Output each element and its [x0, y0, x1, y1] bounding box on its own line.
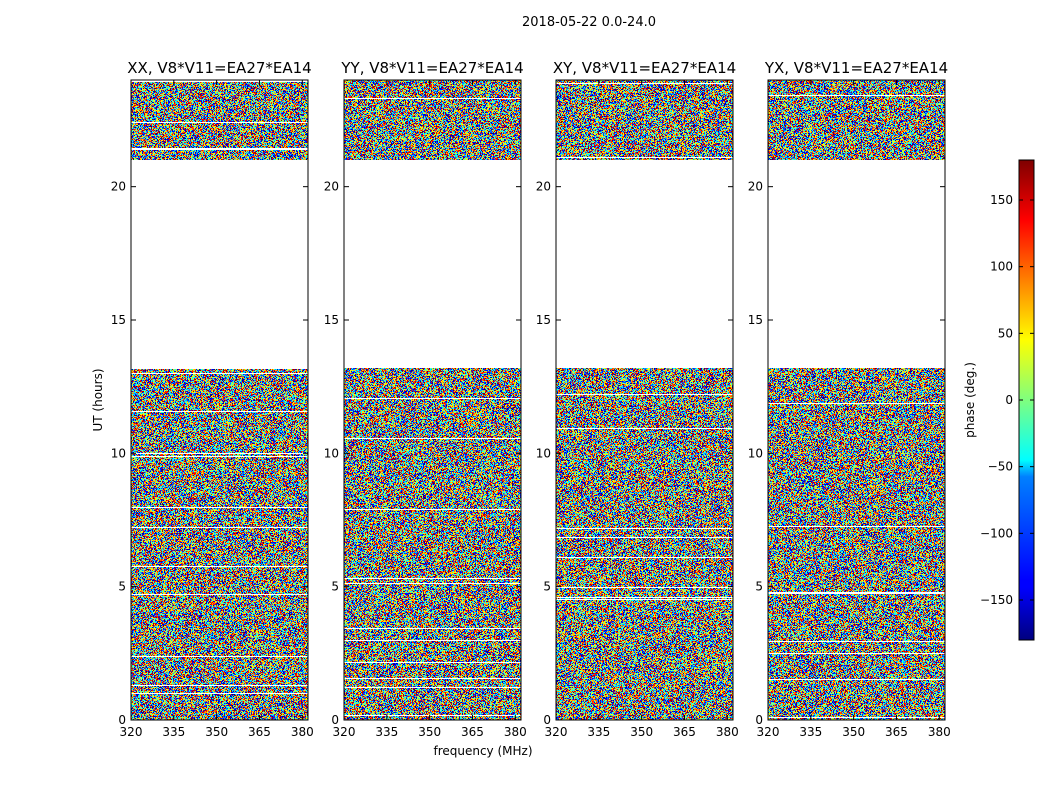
x-tick-label: 335 — [375, 725, 398, 739]
colorbar-tick-label: 100 — [990, 260, 1013, 274]
panel-frame — [555, 79, 734, 721]
y-tick-label: 10 — [536, 446, 551, 460]
y-tick-label: 20 — [748, 180, 763, 194]
x-tick-label: 350 — [418, 725, 441, 739]
x-tick-label: 335 — [162, 725, 185, 739]
colorbar-tick-label: 0 — [1005, 393, 1013, 407]
x-tick-label: 320 — [757, 725, 780, 739]
colorbar: −150 −100 −50 0 50 100 150 phase (deg.) — [963, 159, 1035, 641]
x-tick-label: 350 — [630, 725, 653, 739]
panel-1: XX, V8*V11=EA27*EA14 320 335 350 365 380 0 5 10 1… — [111, 59, 314, 739]
x-tick-label: 380 — [928, 725, 951, 739]
x-tick-label: 320 — [545, 725, 568, 739]
panel-title: YY, V8*V11=EA27*EA14 — [340, 59, 523, 77]
y-tick-label: 5 — [755, 580, 763, 594]
y-tick-label: 0 — [331, 713, 339, 727]
phase-heatmap — [556, 80, 733, 720]
x-tick-label: 350 — [205, 725, 228, 739]
panel-title: XX, V8*V11=EA27*EA14 — [127, 59, 311, 77]
x-tick-label: 335 — [799, 725, 822, 739]
x-tick-label: 380 — [504, 725, 527, 739]
x-tick-label: 365 — [673, 725, 696, 739]
y-tick-label: 10 — [324, 446, 339, 460]
phase-heatmap — [768, 80, 945, 720]
x-axis-label: frequency (MHz) — [433, 744, 532, 758]
colorbar-tick-label: 150 — [990, 193, 1013, 207]
panels: XX, V8*V11=EA27*EA14 320 335 350 365 380 0 5 10 1… — [111, 59, 951, 739]
phase-heatmap — [344, 80, 521, 720]
panel-frame — [343, 79, 522, 721]
colorbar-tick-label: −100 — [980, 526, 1013, 540]
y-tick-label: 5 — [543, 580, 551, 594]
x-tick-label: 365 — [885, 725, 908, 739]
panel-2: YY, V8*V11=EA27*EA14 320 335 350 365 380 0 5 10 1… — [324, 59, 527, 739]
x-tick-label: 365 — [461, 725, 484, 739]
y-tick-label: 0 — [755, 713, 763, 727]
phase-heatmap — [131, 80, 308, 720]
panel-title: XY, V8*V11=EA27*EA14 — [553, 59, 736, 77]
x-tick-label: 320 — [120, 725, 143, 739]
x-tick-label: 380 — [291, 725, 314, 739]
y-tick-label: 10 — [748, 446, 763, 460]
y-tick-label: 15 — [536, 313, 551, 327]
y-tick-label: 15 — [111, 313, 126, 327]
panel-title: YX, V8*V11=EA27*EA14 — [764, 59, 948, 77]
y-tick-label: 0 — [543, 713, 551, 727]
y-tick-label: 15 — [324, 313, 339, 327]
y-axis-label: UT (hours) — [91, 368, 105, 431]
panel-3: XY, V8*V11=EA27*EA14 320 335 350 365 380 0 5 10 1… — [536, 59, 739, 739]
x-tick-label: 380 — [716, 725, 739, 739]
figure-suptitle: 2018-05-22 0.0-24.0 — [522, 15, 656, 30]
x-tick-label: 350 — [842, 725, 865, 739]
colorbar-tick-label: −150 — [980, 593, 1013, 607]
x-tick-label: 335 — [587, 725, 610, 739]
y-tick-label: 5 — [331, 580, 339, 594]
y-tick-label: 0 — [118, 713, 126, 727]
y-tick-label: 15 — [748, 313, 763, 327]
y-tick-label: 5 — [118, 580, 126, 594]
colorbar-tick-label: −50 — [988, 460, 1013, 474]
colorbar-ticks: −150 −100 −50 0 50 100 150 — [980, 193, 1034, 607]
colorbar-tick-label: 50 — [998, 326, 1013, 340]
y-tick-label: 10 — [111, 446, 126, 460]
panel-frame — [130, 79, 309, 721]
panel-frame — [767, 79, 946, 721]
y-tick-label: 20 — [324, 180, 339, 194]
x-tick-label: 365 — [248, 725, 271, 739]
panel-4: YX, V8*V11=EA27*EA14 320 335 350 365 380 0 5 10 1… — [748, 59, 951, 739]
y-tick-label: 20 — [536, 180, 551, 194]
y-tick-label: 20 — [111, 180, 126, 194]
colorbar-label: phase (deg.) — [963, 362, 977, 438]
x-tick-label: 320 — [333, 725, 356, 739]
